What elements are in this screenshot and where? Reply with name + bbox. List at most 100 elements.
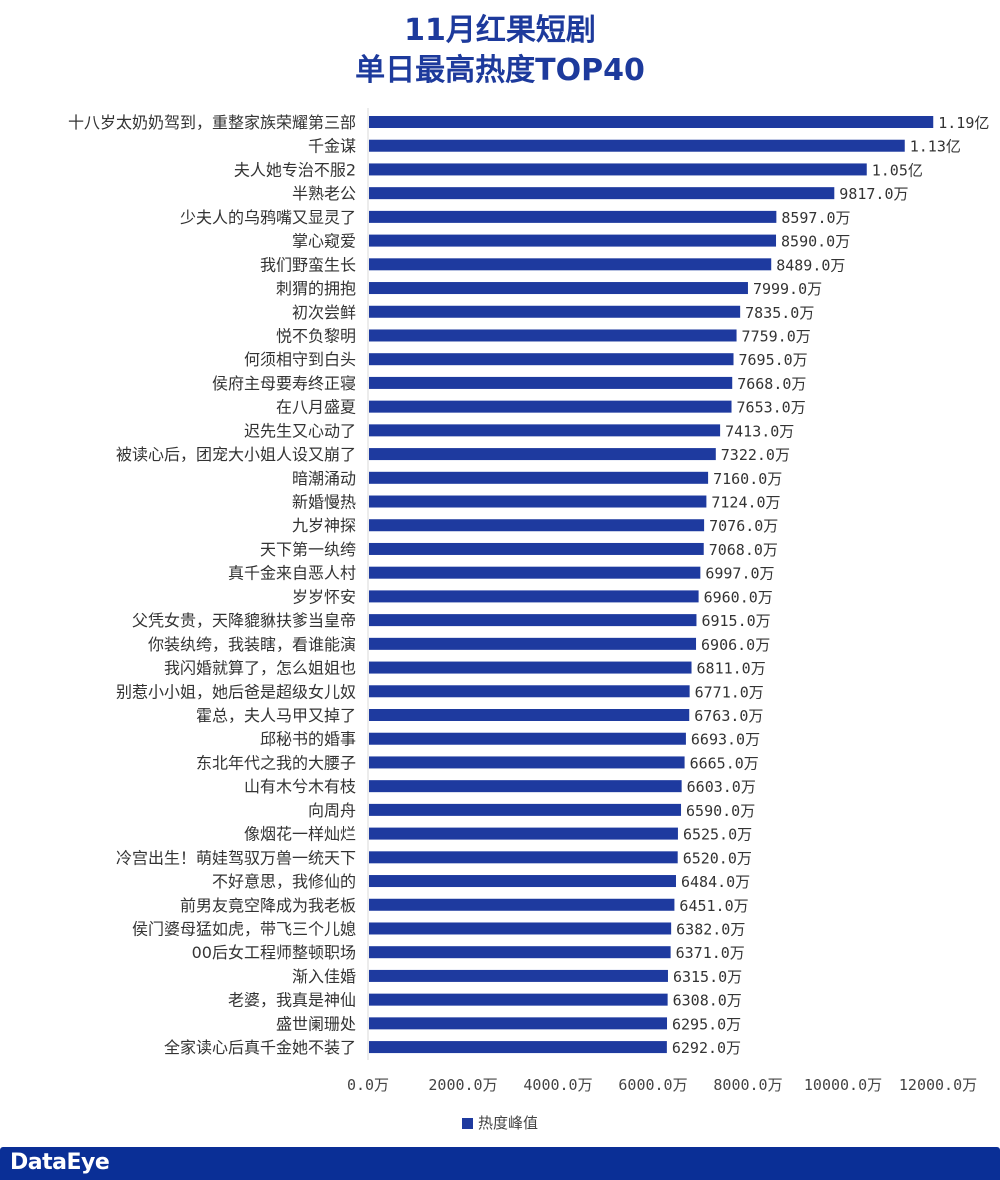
- x-tick-label: 6000.0万: [618, 1076, 687, 1094]
- data-label: 6603.0万: [687, 778, 756, 796]
- category-label: 冷宫出生！萌娃驾驭万兽一统天下: [116, 848, 356, 867]
- bar: [369, 661, 692, 674]
- category-label: 真千金来自恶人村: [228, 564, 356, 583]
- bar: [369, 424, 721, 437]
- bar: [369, 187, 835, 200]
- bar: [369, 329, 737, 342]
- legend-swatch: [461, 1118, 473, 1129]
- bar: [369, 1041, 667, 1054]
- category-label: 夫人她专治不服2: [234, 160, 356, 179]
- data-label: 7759.0万: [742, 327, 811, 345]
- category-label: 天下第一纨绔: [260, 540, 356, 559]
- category-label: 在八月盛夏: [276, 398, 356, 417]
- category-label: 向周舟: [308, 801, 356, 820]
- bar: [369, 637, 697, 650]
- category-label: 邱秘书的婚事: [260, 730, 356, 749]
- data-label: 7160.0万: [713, 470, 782, 488]
- bar: [369, 614, 697, 627]
- category-label: 父凭女贵，天降貔貅扶爹当皇帝: [132, 611, 356, 630]
- bar: [369, 471, 709, 484]
- data-label: 8597.0万: [781, 209, 850, 227]
- data-label: 7322.0万: [721, 446, 790, 464]
- legend: 热度峰值: [0, 1112, 1000, 1133]
- bar: [369, 946, 671, 959]
- category-label: 刺猬的拥抱: [276, 279, 356, 298]
- data-label: 7999.0万: [753, 280, 822, 298]
- x-tick-label: 2000.0万: [428, 1076, 497, 1094]
- data-label: 6811.0万: [697, 660, 766, 678]
- data-label: 6520.0万: [683, 849, 752, 867]
- bar: [369, 258, 772, 271]
- data-label: 6960.0万: [704, 588, 773, 606]
- bar: [369, 875, 676, 888]
- category-label: 别惹小小姐，她后爸是超级女儿奴: [116, 682, 356, 701]
- bar: [369, 898, 675, 911]
- data-label: 1.19亿: [938, 114, 989, 132]
- bar: [369, 116, 934, 128]
- data-label: 7653.0万: [737, 399, 806, 417]
- bar: [369, 566, 701, 579]
- data-label: 7668.0万: [737, 375, 806, 393]
- bar: [369, 756, 685, 769]
- data-label: 1.05亿: [872, 161, 923, 179]
- bar: [369, 400, 732, 413]
- bar: [369, 685, 690, 698]
- data-label: 6371.0万: [676, 944, 745, 962]
- footer-logo: DataEye: [10, 1150, 110, 1175]
- data-label: 6292.0万: [672, 1039, 741, 1057]
- bar: [369, 922, 672, 935]
- bar: [369, 827, 678, 840]
- x-tick-label: 10000.0万: [804, 1076, 882, 1094]
- data-label: 6308.0万: [673, 992, 742, 1010]
- category-label: 全家读心后真千金她不装了: [164, 1038, 356, 1057]
- data-label: 6915.0万: [701, 612, 770, 630]
- category-label: 前男友竟空降成为我老板: [180, 896, 356, 915]
- category-label: 岁岁怀安: [292, 587, 356, 606]
- category-label: 霍总，夫人马甲又掉了: [196, 706, 356, 725]
- category-label: 盛世阑珊处: [276, 1014, 356, 1033]
- data-label: 7124.0万: [711, 494, 780, 512]
- data-label: 1.13亿: [910, 138, 961, 156]
- category-label: 你装纨绔，我装瞎，看谁能演: [148, 635, 356, 654]
- data-label: 6771.0万: [695, 683, 764, 701]
- category-label: 山有木兮木有枝: [244, 777, 356, 796]
- bar: [369, 542, 704, 555]
- category-label: 00后女工程师整顿职场: [192, 943, 356, 962]
- category-label: 新婚慢热: [292, 493, 356, 512]
- x-tick-label: 12000.0万: [899, 1076, 977, 1094]
- data-label: 7076.0万: [709, 517, 778, 535]
- category-label: 千金谋: [308, 137, 356, 156]
- data-label: 8489.0万: [776, 256, 845, 274]
- category-label: 不好意思，我修仙的: [212, 872, 356, 891]
- category-label: 我闪婚就算了，怎么姐姐也: [164, 659, 356, 678]
- data-label: 6295.0万: [672, 1015, 741, 1033]
- category-label: 我们野蛮生长: [260, 255, 356, 274]
- data-label: 6906.0万: [701, 636, 770, 654]
- bar: [369, 448, 716, 461]
- data-label: 7068.0万: [709, 541, 778, 559]
- category-label: 何须相守到白头: [244, 350, 356, 369]
- category-label: 侯门婆母猛如虎，带飞三个儿媳: [132, 919, 356, 938]
- bar: [369, 305, 741, 318]
- bar: [369, 993, 668, 1006]
- data-label: 6382.0万: [676, 920, 745, 938]
- data-label: 7695.0万: [739, 351, 808, 369]
- data-label: 6590.0万: [686, 802, 755, 820]
- category-label: 少夫人的乌鸦嘴又显灵了: [180, 208, 356, 227]
- category-label: 初次尝鲜: [292, 303, 356, 322]
- category-label: 十八岁太奶奶驾到，重整家族荣耀第三部: [68, 113, 356, 132]
- data-label: 6693.0万: [691, 731, 760, 749]
- footer-bar: DataEye: [0, 1147, 1000, 1180]
- bar: [369, 376, 733, 389]
- data-label: 6665.0万: [690, 754, 759, 772]
- data-label: 8590.0万: [781, 233, 850, 251]
- bar: [369, 851, 678, 864]
- bar: [369, 139, 905, 152]
- bar: [369, 969, 668, 982]
- bar: [369, 495, 707, 508]
- bar: [369, 234, 777, 247]
- legend-label: 热度峰值: [477, 1114, 538, 1132]
- category-label: 九岁神探: [292, 516, 356, 535]
- bar: [369, 282, 748, 295]
- data-label: 6763.0万: [694, 707, 763, 725]
